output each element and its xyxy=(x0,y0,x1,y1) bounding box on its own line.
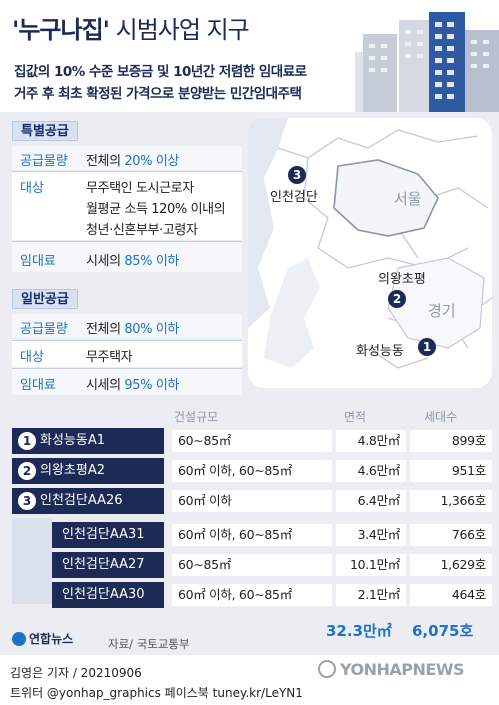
logo-text: 연합뉴스 xyxy=(29,632,74,646)
title-quoted: '누구나집' xyxy=(12,16,110,44)
subgroup-bar xyxy=(12,518,52,604)
site-number-badge: 3 xyxy=(18,492,36,510)
households-cell: 899호 xyxy=(410,430,492,452)
map: 서울 경기 3 인천검단 의왕초평 2 화성능동 1 xyxy=(248,118,493,388)
site-name: 화성능동A1 xyxy=(40,433,106,448)
general-volume-label: 공급물량 xyxy=(20,322,68,337)
households-cell: 1,629호 xyxy=(410,554,492,576)
row-background xyxy=(12,314,242,338)
footer xyxy=(0,655,499,705)
yonhap-watermark-icon xyxy=(318,660,336,678)
credit-reporter-date: 김영은 기자 / 20210906 xyxy=(10,666,142,680)
watermark-text: YONHAPNEWS xyxy=(340,660,465,679)
scale-cell: 60㎡ 이하 xyxy=(172,490,332,512)
special-rent-value: 시세의 85% 이하 xyxy=(86,254,179,269)
site-name-cell: 인천검단AA27 xyxy=(52,552,164,578)
special-supply-tag: 특별공급 xyxy=(12,121,78,141)
general-rent-label: 임대료 xyxy=(20,378,56,393)
table-row: 인천검단AA31 60㎡ 이하, 60∼85㎡ 3.4만㎡ 766호 xyxy=(12,522,492,548)
yonhapnews-watermark: YONHAPNEWS xyxy=(318,660,465,679)
scale-cell: 60∼85㎡ xyxy=(172,430,332,452)
area-cell: 4.6만㎡ xyxy=(336,460,406,482)
table-header-area: 면적 xyxy=(344,410,367,424)
table-row: 2 의왕초평A2 60㎡ 이하, 60∼85㎡ 4.6만㎡ 951호 xyxy=(12,458,492,484)
area-cell: 2.1만㎡ xyxy=(336,584,406,606)
site-name: 인천검단AA31 xyxy=(62,527,145,542)
table-row: 3 인천검단AA26 60㎡ 이하 6.4만㎡ 1,366호 xyxy=(12,488,492,514)
row-background xyxy=(12,341,242,367)
table-row: 1 화성능동A1 60∼85㎡ 4.8만㎡ 899호 xyxy=(12,428,492,454)
total-households: 6,075호 xyxy=(412,622,474,640)
site-name-cell: 인천검단AA30 xyxy=(52,582,164,608)
site-name-cell: 2 의왕초평A2 xyxy=(12,458,164,484)
general-volume-value: 전체의 80% 이하 xyxy=(86,322,179,337)
special-target-line-1: 무주택인 도시근로자 xyxy=(86,181,194,196)
site-name-cell: 인천검단AA31 xyxy=(52,522,164,548)
households-cell: 1,366호 xyxy=(410,490,492,512)
site-name: 인천검단AA26 xyxy=(40,493,123,508)
marker-2: 2 xyxy=(388,290,406,308)
title-rest: 시범사업 지구 xyxy=(109,16,250,44)
apartment-buildings-illustration xyxy=(355,12,499,112)
table-header-households: 세대수 xyxy=(424,410,458,424)
table-header-scale: 건설규모 xyxy=(174,410,219,424)
site-name: 인천검단AA27 xyxy=(62,557,145,572)
subtitle-line-1: 집값의 10% 수준 보증금 및 10년간 저렴한 임대료로 xyxy=(14,64,307,80)
general-rent-value: 시세의 95% 이하 xyxy=(86,378,179,393)
yonhap-news-logo: 연합뉴스 xyxy=(12,630,73,647)
scale-cell: 60㎡ 이하, 60∼85㎡ xyxy=(172,524,332,546)
marker-1: 1 xyxy=(418,338,436,356)
row-background xyxy=(12,242,242,272)
site-name: 인천검단AA30 xyxy=(62,587,145,602)
households-cell: 951호 xyxy=(410,460,492,482)
special-target-line-2: 월평균 소득 120% 이내의 xyxy=(86,202,226,217)
site-name: 의왕초평A2 xyxy=(40,463,106,478)
marker-3: 3 xyxy=(288,166,306,184)
general-supply-tag: 일반공급 xyxy=(12,289,78,309)
site-name-cell: 1 화성능동A1 xyxy=(12,428,164,454)
subtitle-line-2: 거주 후 최초 확정된 가격으로 분양받는 민간임대주택 xyxy=(14,86,302,102)
site-number-badge: 2 xyxy=(18,462,36,480)
map-shapes xyxy=(248,118,493,388)
table-row: 인천검단AA27 60∼85㎡ 10.1만㎡ 1,629호 xyxy=(12,552,492,578)
special-volume-value: 전체의 20% 이상 xyxy=(86,154,179,169)
area-cell: 10.1만㎡ xyxy=(336,554,406,576)
marker-label-hwaseong-neungdong: 화성능동 xyxy=(356,344,404,359)
site-number-badge: 1 xyxy=(18,432,36,450)
page-title: '누구나집' 시범사업 지구 xyxy=(12,10,250,45)
special-target-label: 대상 xyxy=(20,181,44,196)
divider xyxy=(12,340,242,341)
scale-cell: 60∼85㎡ xyxy=(172,554,332,576)
divider xyxy=(12,171,242,172)
area-cell: 3.4만㎡ xyxy=(336,524,406,546)
special-rent-label: 임대료 xyxy=(20,254,56,269)
special-target-line-3: 청년·신혼부부·고령자 xyxy=(86,223,198,238)
divider xyxy=(12,241,242,242)
yonhap-logo-icon xyxy=(12,632,26,646)
table-row: 인천검단AA30 60㎡ 이하, 60∼85㎡ 2.1만㎡ 464호 xyxy=(12,582,492,608)
credit-social: 트위터 @yonhap_graphics 페이스북 tuney.kr/LeYN1 xyxy=(10,686,303,700)
row-background xyxy=(12,172,242,240)
site-name-cell: 3 인천검단AA26 xyxy=(12,488,164,514)
row-background xyxy=(12,146,242,170)
general-target-label: 대상 xyxy=(20,350,44,365)
marker-label-incheon-geomdan: 인천검단 xyxy=(270,190,318,205)
households-cell: 464호 xyxy=(410,584,492,606)
households-cell: 766호 xyxy=(410,524,492,546)
area-cell: 6.4만㎡ xyxy=(336,490,406,512)
special-volume-label: 공급물량 xyxy=(20,154,68,169)
total-area: 32.3만㎡ xyxy=(326,622,392,640)
area-cell: 4.8만㎡ xyxy=(336,430,406,452)
scale-cell: 60㎡ 이하, 60∼85㎡ xyxy=(172,460,332,482)
header: '누구나집' 시범사업 지구 집값의 10% 수준 보증금 및 10년간 저렴한… xyxy=(0,0,499,112)
marker-label-uiwang-chopyeong: 의왕초평 xyxy=(378,272,426,287)
row-background xyxy=(12,369,242,395)
map-label-seoul: 서울 xyxy=(394,190,422,208)
divider xyxy=(12,368,242,369)
scale-cell: 60㎡ 이하, 60∼85㎡ xyxy=(172,584,332,606)
general-target-value: 무주택자 xyxy=(86,350,133,365)
map-label-gyeonggi: 경기 xyxy=(428,302,456,320)
source-note: 자료/ 국토교통부 xyxy=(108,637,190,651)
